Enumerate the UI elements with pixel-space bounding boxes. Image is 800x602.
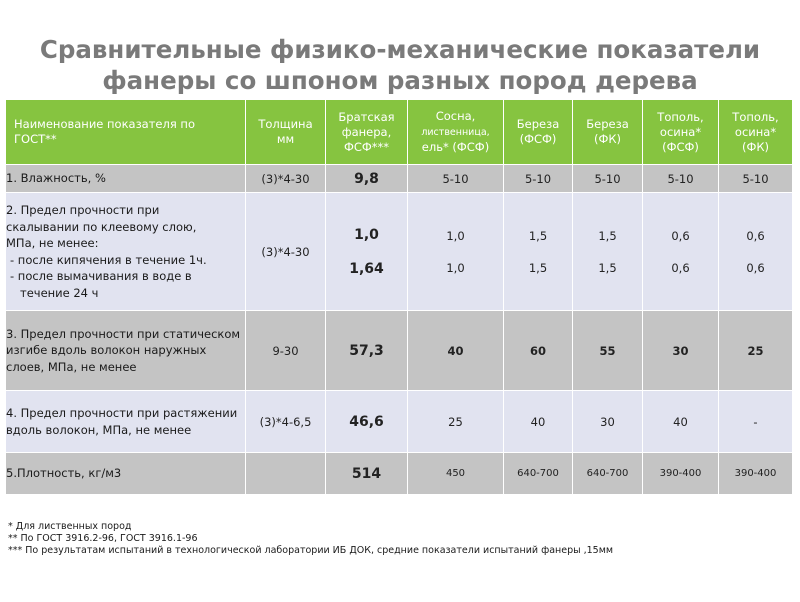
cell-value: 55	[572, 310, 643, 391]
row-thickness	[245, 452, 326, 495]
cell-value: 514	[325, 452, 408, 495]
cell-value: 390-400	[718, 452, 793, 495]
comparison-table: Наименование показателя по ГОСТ** Толщина…	[5, 99, 793, 495]
footnote-1: * Для лиственных пород	[8, 521, 132, 532]
footnote-3: *** По результатам испытаний в технологи…	[8, 545, 614, 556]
cell-value-pair: 1,5 1,5	[572, 192, 643, 311]
row-name: 5.Плотность, кг/м3	[5, 452, 246, 495]
header-birch-fsf: Береза (ФСФ)	[503, 99, 573, 165]
cell-value: 40	[642, 390, 719, 453]
footnote-2: ** По ГОСТ 3916.2-96, ГОСТ 3916.1-96	[8, 533, 198, 544]
cell-value-pair: 0,6 0,6	[718, 192, 793, 311]
cell-value: 25	[407, 390, 504, 453]
cell-value: 40	[407, 310, 504, 391]
table-row: 1. Влажность, % (3)*4-30 9,8 5-10 5-10 5…	[5, 164, 793, 193]
title-line-1: Сравнительные физико-механические показа…	[39, 35, 761, 64]
header-pine-larch-spruce: Сосна, лиственница, ель* (ФСФ)	[407, 99, 504, 165]
table-header-row: Наименование показателя по ГОСТ** Толщина…	[5, 99, 793, 165]
header-thickness: Толщина мм	[245, 99, 326, 165]
cell-value: -	[718, 390, 793, 453]
cell-value: 5-10	[718, 164, 793, 193]
page-title: Сравнительные физико-механические показа…	[0, 34, 800, 96]
cell-value: 46,6	[325, 390, 408, 453]
header-bratsk-plywood: Братская фанера, ФСФ***	[325, 99, 408, 165]
cell-value: 9,8	[325, 164, 408, 193]
cell-value-pair: 1,0 1,0	[407, 192, 504, 311]
footnotes: * Для лиственных пород ** По ГОСТ 3916.2…	[8, 521, 613, 557]
row-name: 3. Предел прочности при статическом изги…	[5, 310, 246, 391]
cell-value: 25	[718, 310, 793, 391]
cell-value: 60	[503, 310, 573, 391]
cell-value: 30	[642, 310, 719, 391]
row-thickness: 9-30	[245, 310, 326, 391]
cell-value: 640-700	[572, 452, 643, 495]
row-name: 4. Предел прочности при растяжении вдоль…	[5, 390, 246, 453]
cell-value-pair: 1,0 1,64	[325, 192, 408, 311]
row-name: 1. Влажность, %	[5, 164, 246, 193]
row-thickness: (3)*4-30	[245, 164, 326, 193]
row-name: 2. Предел прочности при скалывании по кл…	[5, 192, 246, 311]
header-birch-fk: Береза (ФК)	[572, 99, 643, 165]
cell-value: 57,3	[325, 310, 408, 391]
row-thickness: (3)*4-30	[245, 192, 326, 311]
title-line-2: фанеры со шпоном разных пород дерева	[102, 66, 698, 95]
cell-value: 40	[503, 390, 573, 453]
table-row: 3. Предел прочности при статическом изги…	[5, 310, 793, 391]
cell-value: 30	[572, 390, 643, 453]
header-indicator-name: Наименование показателя по ГОСТ**	[5, 99, 246, 165]
cell-value: 640-700	[503, 452, 573, 495]
table-row: 5.Плотность, кг/м3 514 450 640-700 640-7…	[5, 452, 793, 495]
header-poplar-aspen-fk: Тополь, осина* (ФК)	[718, 99, 793, 165]
cell-value: 5-10	[642, 164, 719, 193]
table-row: 2. Предел прочности при скалывании по кл…	[5, 192, 793, 311]
cell-value: 5-10	[407, 164, 504, 193]
cell-value: 390-400	[642, 452, 719, 495]
row-thickness: (3)*4-6,5	[245, 390, 326, 453]
cell-value-pair: 1,5 1,5	[503, 192, 573, 311]
cell-value: 5-10	[503, 164, 573, 193]
header-poplar-aspen-fsf: Тополь, осина* (ФСФ)	[642, 99, 719, 165]
cell-value-pair: 0,6 0,6	[642, 192, 719, 311]
cell-value: 450	[407, 452, 504, 495]
table-row: 4. Предел прочности при растяжении вдоль…	[5, 390, 793, 453]
cell-value: 5-10	[572, 164, 643, 193]
